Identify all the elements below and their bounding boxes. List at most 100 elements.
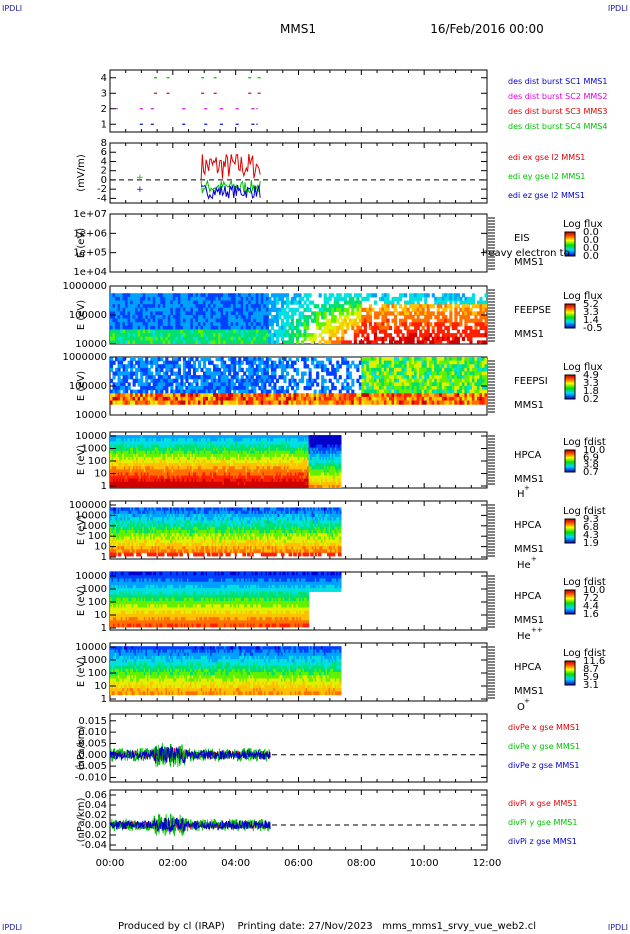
hpca_h-cell <box>211 481 214 486</box>
feepsi-cell <box>265 378 269 383</box>
feepsi-cell <box>386 360 390 365</box>
feepsi-cell <box>127 364 131 369</box>
hpca_h-cell <box>159 450 162 455</box>
feepsi-cell <box>476 400 481 405</box>
hpca_h-cell <box>193 450 196 455</box>
feepsi-cell <box>301 371 305 376</box>
feepsi-cell <box>476 364 481 369</box>
feepsi-cell <box>459 367 463 373</box>
feepsi-cell <box>155 364 159 369</box>
hpca_h-cell <box>126 481 130 486</box>
hpca_h-cell <box>185 441 188 446</box>
feepse-cell <box>157 311 161 316</box>
feepse-cell <box>439 340 443 344</box>
hpca_h-cell <box>123 472 126 477</box>
feepsi-cell <box>439 378 443 383</box>
feepse-cell <box>243 307 247 312</box>
feepse-cell <box>331 311 335 316</box>
feepse-cell <box>130 333 134 338</box>
feepse-cell <box>142 333 146 338</box>
hpca_h-cell <box>114 460 117 464</box>
feepse-cell <box>336 307 340 312</box>
feepsi-cell <box>175 400 179 405</box>
hpca_h-cell <box>154 475 157 480</box>
hpca_h-cell <box>179 435 182 439</box>
feepse-cell <box>210 336 214 341</box>
feepsi-cell <box>122 371 126 376</box>
feepse-cell <box>175 307 179 312</box>
feepsi-cell <box>409 382 413 387</box>
hpca_h-cell <box>126 466 130 470</box>
feepsi-cell <box>273 386 277 391</box>
feepsi-cell <box>333 393 337 398</box>
burst-frame <box>109 69 488 133</box>
feepse-cell <box>120 322 124 327</box>
hpca_h-cell <box>160 469 163 474</box>
feepse-cell <box>454 300 458 305</box>
feepse-cell <box>341 329 345 334</box>
hpca_h-cell <box>199 472 202 477</box>
hpca_h-cell <box>213 472 216 477</box>
feepsi-cell <box>155 396 159 402</box>
feepse-cell <box>185 318 189 323</box>
feepsi-colorbar-label: 1.8 <box>583 386 599 397</box>
feepsi-cell <box>140 364 144 369</box>
feepsi-cell <box>476 386 481 391</box>
hpca_h-cell <box>143 438 147 442</box>
feepse-cell <box>265 293 269 298</box>
feepse-cell <box>446 336 450 341</box>
feepse-cell <box>268 329 272 334</box>
feepse-cell <box>275 311 279 316</box>
feepsi-cell <box>404 378 408 383</box>
hpca_h-cell <box>128 438 131 442</box>
hpca_h-cell <box>166 481 170 486</box>
feepse-cell <box>308 336 312 341</box>
feepse-cell <box>120 318 124 323</box>
feepse-cell <box>165 307 169 312</box>
feepse-cell <box>306 333 310 338</box>
feepsi-cell <box>283 393 287 398</box>
feepse-ytick-label: 10000 <box>75 339 107 350</box>
feepsi-cell <box>326 393 330 398</box>
figure-date: 16/Feb/2016 00:00 <box>430 22 544 36</box>
hpca_h-cell <box>180 478 183 483</box>
hpca_h-cell <box>196 453 199 458</box>
eis-instrument-sc: MMS1 <box>514 257 544 268</box>
feepsi-cell <box>150 389 154 394</box>
feepse-cell <box>147 315 151 320</box>
feepse-cell <box>187 307 192 312</box>
feepsi-cell <box>243 371 247 376</box>
feepsi-cell <box>376 375 380 380</box>
feepsi-cell <box>170 389 174 394</box>
feepsi-cell <box>290 400 295 405</box>
feepse-cell <box>411 322 415 327</box>
hpca_h-cell <box>205 472 208 477</box>
feepsi-cell <box>145 396 149 402</box>
feepse-cell <box>210 307 214 312</box>
feepse-cell <box>479 340 483 344</box>
hpca_h-cell <box>188 469 191 474</box>
feepse-cell <box>439 322 443 327</box>
feepsi-cell <box>328 360 332 365</box>
feepsi-cell <box>464 360 468 365</box>
feepse-cell <box>220 322 224 327</box>
feepsi-cell <box>328 396 332 402</box>
hpca_h-cell <box>202 463 205 467</box>
feepsi-cell <box>233 393 237 398</box>
feepsi-cell <box>263 375 267 380</box>
feepsi-cell <box>421 386 425 391</box>
hpca_h-cell <box>200 484 203 488</box>
feepsi-colorbar-label: 3.3 <box>583 378 599 389</box>
hpca_h-cell <box>133 444 136 449</box>
feepse-cell <box>233 318 237 323</box>
feepse-cell <box>162 300 166 305</box>
hpca_h-cell <box>159 453 162 458</box>
feepse-cell <box>180 333 184 338</box>
hpca_h-cell <box>173 463 176 467</box>
feepse-cell <box>326 329 330 334</box>
feepsi-cell <box>328 400 332 405</box>
feepse-cell <box>192 307 197 312</box>
feepse-cell <box>215 322 219 327</box>
feepse-cell <box>429 340 433 344</box>
feepse-cell <box>112 336 116 341</box>
